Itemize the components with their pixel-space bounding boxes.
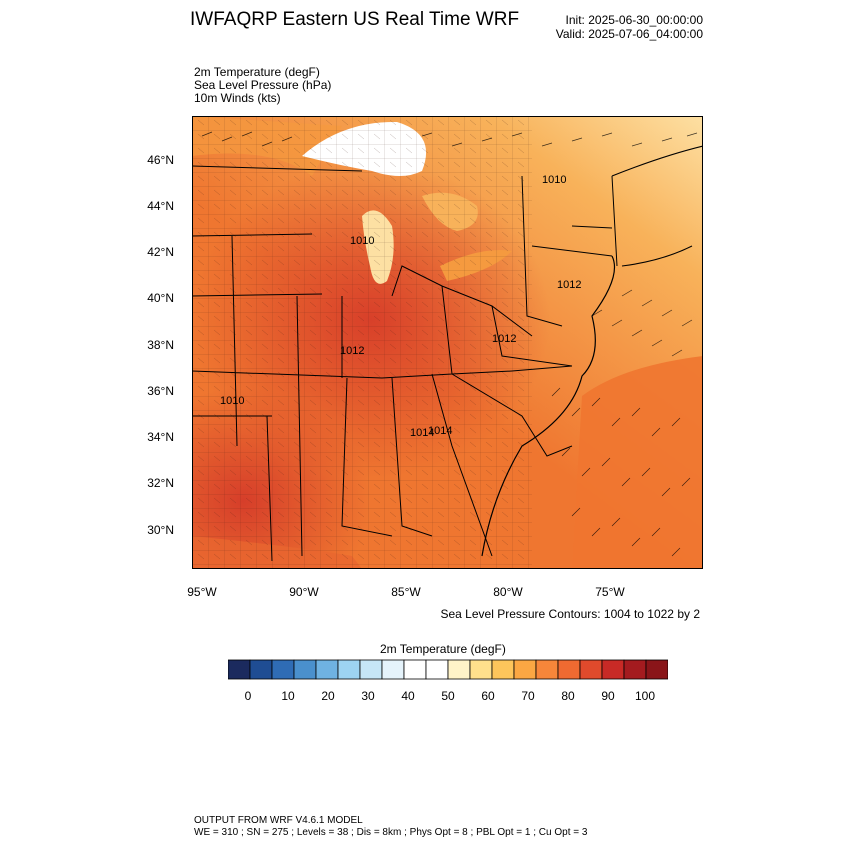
ocean-region (572, 356, 703, 569)
contour-note: Sea Level Pressure Contours: 1004 to 102… (440, 607, 701, 621)
colorbar-tick-label: 100 (634, 689, 656, 703)
colorbar-swatch (557, 659, 581, 680)
colorbar-swatch (645, 659, 668, 680)
colorbar-tick-label: 10 (281, 689, 295, 703)
field-label-temperature: 2m Temperature (degF) (194, 65, 320, 79)
field-label-winds: 10m Winds (kts) (194, 91, 281, 105)
colorbar-tick-label: 80 (561, 689, 575, 703)
colorbar-tick-label: 40 (401, 689, 415, 703)
colorbar-tick-label: 60 (481, 689, 495, 703)
lon-label: 95°W (187, 585, 217, 599)
pressure-contour-labels: 1010 1010 1012 1012 1012 1010 1014 1014 (220, 174, 581, 439)
colorbar-swatch (228, 659, 251, 680)
contour-label: 1010 (350, 235, 374, 247)
colorbar-swatch (491, 659, 515, 680)
wind-barbs (201, 131, 698, 557)
lat-label: 42°N (147, 245, 174, 259)
colorbar-swatch (337, 659, 361, 680)
colorbar (228, 659, 668, 680)
colorbar-swatch (359, 659, 383, 680)
lat-label: 40°N (147, 291, 174, 305)
colorbar-swatch (623, 659, 647, 680)
map-frame (192, 116, 703, 569)
colorbar-title: 2m Temperature (degF) (380, 642, 506, 656)
lat-label: 38°N (147, 338, 174, 352)
colorbar-swatch (293, 659, 317, 680)
lat-label: 36°N (147, 384, 174, 398)
lat-label: 46°N (147, 153, 174, 167)
colorbar-tick-label: 30 (361, 689, 375, 703)
contour-label: 1014 (428, 425, 452, 437)
temperature-map: 1010 1010 1012 1012 1012 1010 1014 1014 (192, 116, 703, 569)
contour-label: 1012 (492, 333, 516, 345)
colorbar-swatch (271, 659, 295, 680)
colorbar-swatch (469, 659, 493, 680)
colorbar-tick-label: 0 (244, 689, 252, 703)
footer-config: WE = 310 ; SN = 275 ; Levels = 38 ; Dis … (194, 827, 588, 838)
contour-label: 1012 (340, 345, 364, 357)
colorbar-swatch (579, 659, 603, 680)
colorbar-swatch (381, 659, 405, 680)
colorbar-swatch (601, 659, 625, 680)
lon-label: 80°W (493, 585, 523, 599)
state-borders (192, 145, 703, 562)
colorbar-swatch (447, 659, 471, 680)
lon-label: 90°W (289, 585, 319, 599)
colorbar-swatch (249, 659, 273, 680)
lat-label: 30°N (147, 523, 174, 537)
colorbar-swatch (535, 659, 559, 680)
colorbar-swatch (315, 659, 339, 680)
colorbar-swatch (425, 659, 449, 680)
contour-label: 1012 (557, 279, 581, 291)
lon-label: 75°W (595, 585, 625, 599)
lat-label: 34°N (147, 430, 174, 444)
init-time: Init: 2025-06-30_00:00:00 (565, 13, 703, 27)
colorbar-tick-label: 20 (321, 689, 335, 703)
field-label-pressure: Sea Level Pressure (hPa) (194, 78, 332, 92)
colorbar-swatch (513, 659, 537, 680)
contour-label: 1010 (220, 395, 244, 407)
colorbar-swatch (403, 659, 427, 680)
lon-label: 85°W (391, 585, 421, 599)
footer-model: OUTPUT FROM WRF V4.6.1 MODEL (194, 815, 363, 826)
contour-label: 1014 (410, 427, 434, 439)
lat-label: 44°N (147, 199, 174, 213)
colorbar-tick-label: 70 (521, 689, 535, 703)
contour-label: 1010 (542, 174, 566, 186)
lat-label: 32°N (147, 476, 174, 490)
valid-time: Valid: 2025-07-06_04:00:00 (555, 27, 703, 41)
colorbar-tick-label: 50 (441, 689, 455, 703)
map-title: IWFAQRP Eastern US Real Time WRF (190, 9, 520, 30)
county-lines (192, 116, 532, 569)
colorbar-tick-label: 90 (601, 689, 615, 703)
